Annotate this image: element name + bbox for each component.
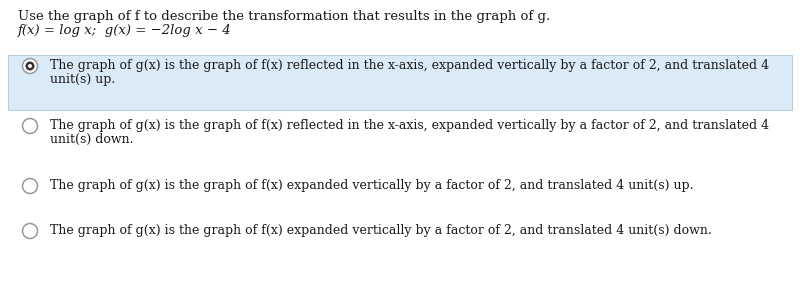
Text: Use the graph of f to describe the transformation that results in the graph of g: Use the graph of f to describe the trans… <box>18 10 550 23</box>
Text: unit(s) up.: unit(s) up. <box>50 73 115 86</box>
Circle shape <box>22 58 38 73</box>
Circle shape <box>22 118 38 134</box>
Circle shape <box>22 223 38 238</box>
Text: The graph of g(x) is the graph of f(x) reflected in the x-axis, expanded vertica: The graph of g(x) is the graph of f(x) r… <box>50 59 769 72</box>
Text: f(x) = log x;  g(x) = −2log x − 4: f(x) = log x; g(x) = −2log x − 4 <box>18 24 232 37</box>
FancyBboxPatch shape <box>8 55 792 110</box>
Text: unit(s) down.: unit(s) down. <box>50 133 134 146</box>
Text: The graph of g(x) is the graph of f(x) expanded vertically by a factor of 2, and: The graph of g(x) is the graph of f(x) e… <box>50 224 712 237</box>
Circle shape <box>26 62 34 71</box>
Circle shape <box>22 179 38 194</box>
Text: The graph of g(x) is the graph of f(x) expanded vertically by a factor of 2, and: The graph of g(x) is the graph of f(x) e… <box>50 179 694 192</box>
Circle shape <box>28 64 32 68</box>
Text: The graph of g(x) is the graph of f(x) reflected in the x-axis, expanded vertica: The graph of g(x) is the graph of f(x) r… <box>50 119 769 132</box>
